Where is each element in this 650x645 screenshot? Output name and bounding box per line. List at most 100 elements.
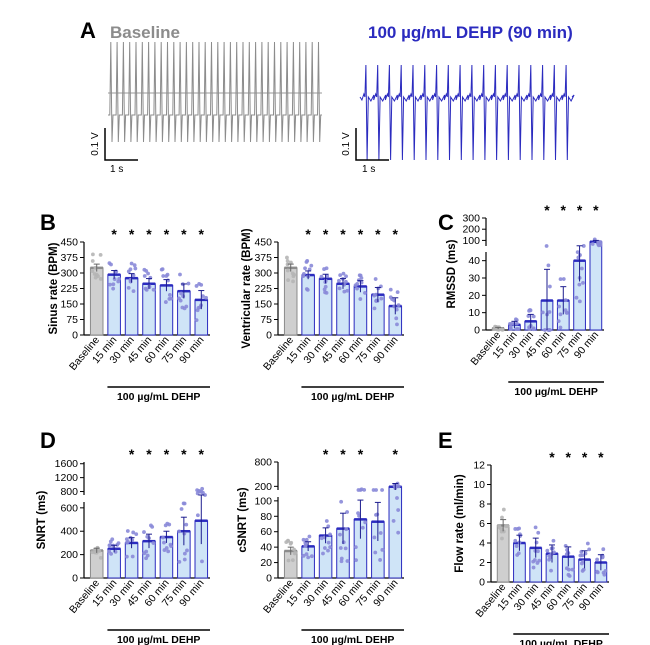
data-point — [391, 519, 396, 523]
data-point — [570, 567, 575, 572]
data-point — [359, 487, 364, 492]
treated-trace-line — [359, 64, 575, 161]
significance-star: * — [129, 226, 135, 242]
data-point — [111, 286, 116, 291]
data-point — [93, 275, 98, 280]
data-point — [307, 267, 312, 272]
y-tick-label: 0 — [72, 573, 78, 585]
treated-time-label: 1 s — [362, 164, 375, 175]
data-point — [182, 501, 187, 506]
y-tick-label: 150 — [60, 299, 78, 311]
data-point — [508, 325, 513, 330]
data-point — [326, 524, 331, 529]
data-point — [595, 570, 600, 575]
data-point — [284, 540, 289, 545]
data-point — [564, 311, 569, 315]
y-tick-label: 20 — [468, 290, 480, 302]
group-label: 100 µg/mL DEHP — [311, 634, 394, 645]
data-point — [552, 550, 556, 555]
data-point — [513, 527, 518, 531]
data-point — [164, 274, 169, 278]
data-point — [142, 530, 146, 534]
bar — [159, 284, 174, 336]
data-point — [500, 515, 504, 520]
data-point — [378, 558, 383, 562]
y-axis-label: SNRT (ms) — [36, 490, 48, 549]
significance-star: * — [146, 446, 152, 462]
y-tick-label: 40 — [260, 542, 272, 554]
y-tick-label: 375 — [60, 252, 78, 264]
panel-letter-d: D — [40, 428, 56, 453]
data-point — [338, 546, 343, 550]
baseline-volt-label: 0.1 V — [90, 132, 101, 156]
data-point — [379, 296, 384, 301]
data-point — [558, 277, 563, 282]
data-point — [355, 286, 359, 291]
data-point — [577, 299, 582, 304]
baseline-ecg-trace — [108, 41, 322, 143]
data-point — [345, 510, 350, 514]
y-tick-label: 75 — [260, 314, 272, 326]
bar — [301, 274, 315, 336]
data-point — [344, 274, 348, 279]
data-point — [343, 546, 348, 551]
data-point — [578, 553, 583, 558]
data-point — [575, 250, 580, 255]
data-point — [564, 566, 569, 571]
data-point — [201, 294, 205, 299]
data-point — [301, 274, 306, 279]
data-point — [107, 543, 112, 548]
data-point — [200, 486, 205, 491]
significance-star: * — [323, 226, 329, 242]
data-point — [289, 260, 293, 265]
data-point — [396, 484, 401, 489]
significance-star: * — [598, 449, 604, 465]
data-point — [179, 507, 184, 511]
y-tick-label: 6 — [479, 518, 485, 530]
y-tick-label: 800 — [254, 457, 272, 469]
data-point — [328, 532, 332, 537]
data-point — [161, 274, 166, 278]
data-point — [304, 537, 309, 542]
y-axis-label: Sinus rate (BPM) — [48, 242, 60, 334]
data-point — [544, 244, 549, 248]
data-point — [508, 322, 512, 326]
y-tick-label: 450 — [254, 237, 272, 249]
data-point — [537, 558, 542, 563]
data-point — [514, 544, 519, 549]
data-point — [566, 572, 571, 577]
data-point — [515, 321, 519, 326]
significance-star: * — [340, 226, 346, 242]
bar — [283, 267, 298, 336]
data-point — [579, 266, 584, 271]
data-point — [303, 266, 307, 271]
significance-star: * — [582, 449, 588, 465]
data-point — [90, 259, 95, 263]
y-tick-label: 800 — [60, 486, 78, 498]
data-point — [363, 291, 367, 295]
data-point — [581, 244, 586, 248]
data-point — [561, 277, 566, 281]
data-point — [203, 493, 207, 497]
data-point — [598, 240, 603, 245]
data-point — [517, 526, 522, 531]
significance-star: * — [164, 446, 170, 462]
y-tick-label: 450 — [60, 237, 78, 249]
data-point — [338, 532, 342, 537]
data-point — [163, 523, 168, 528]
y-tick-label: 200 — [254, 481, 272, 493]
data-point — [338, 273, 343, 278]
data-point — [353, 545, 358, 550]
y-tick-label: 30 — [468, 273, 480, 285]
data-point — [339, 559, 344, 564]
data-point — [337, 286, 342, 291]
significance-star: * — [323, 446, 329, 462]
data-point — [590, 242, 595, 246]
baseline-scale-bar: 0.1 V 1 s — [90, 128, 138, 175]
group-label: 100 µg/mL DEHP — [514, 386, 597, 398]
data-point — [142, 267, 147, 272]
data-point — [337, 278, 341, 283]
